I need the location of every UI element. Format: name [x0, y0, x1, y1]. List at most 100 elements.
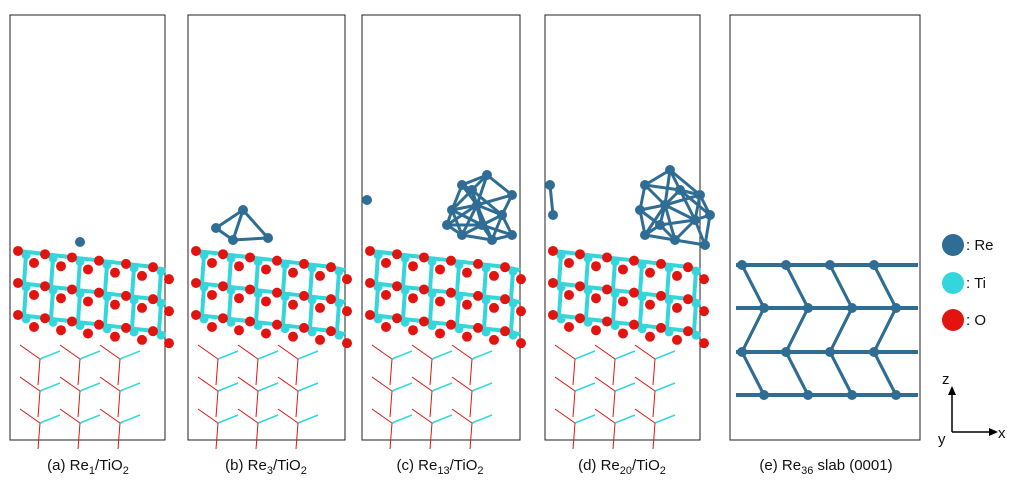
bond — [874, 352, 896, 395]
bond — [613, 391, 615, 417]
atom — [489, 271, 499, 281]
bond — [653, 391, 655, 417]
bond — [573, 423, 575, 449]
atom — [207, 258, 217, 268]
bond — [100, 409, 120, 423]
bond — [256, 391, 258, 417]
caption-subscript: 2 — [301, 465, 307, 477]
atom — [618, 264, 628, 274]
bond — [830, 352, 852, 395]
atom — [847, 390, 857, 400]
atom — [497, 210, 507, 220]
atom — [548, 210, 558, 220]
bond — [742, 308, 764, 352]
atom — [245, 284, 255, 294]
atom — [442, 220, 452, 230]
bond — [575, 383, 595, 391]
bond — [595, 409, 615, 423]
bond — [555, 345, 575, 359]
bond — [615, 383, 635, 391]
atom — [629, 320, 639, 330]
atom — [211, 223, 221, 233]
atom — [121, 323, 131, 333]
atom — [83, 328, 93, 338]
legend-o-ball — [942, 309, 964, 331]
bond — [278, 409, 298, 423]
atom — [575, 313, 585, 323]
atom — [326, 326, 336, 336]
bond — [118, 391, 120, 417]
atom — [13, 246, 23, 256]
bond — [472, 415, 492, 423]
bond — [555, 409, 575, 423]
bond — [20, 377, 40, 391]
bond — [38, 423, 40, 449]
atom — [690, 215, 700, 225]
atom — [489, 303, 499, 313]
legend-ti-ball — [942, 272, 964, 294]
legend-re-ball — [942, 234, 964, 256]
atom — [392, 313, 402, 323]
bond — [256, 359, 258, 385]
atom — [56, 261, 66, 271]
atom — [164, 274, 174, 284]
bond — [635, 409, 655, 423]
atom — [56, 293, 66, 303]
caption-text: slab (0001) — [813, 457, 892, 474]
atom — [272, 288, 282, 298]
atom — [629, 256, 639, 266]
bond — [430, 391, 432, 417]
atom — [803, 303, 813, 313]
atom — [847, 303, 857, 313]
atom — [482, 170, 492, 180]
bond — [573, 359, 575, 385]
atom — [672, 271, 682, 281]
bond — [258, 351, 278, 359]
bond — [20, 345, 40, 359]
atom — [435, 296, 445, 306]
atom — [462, 300, 472, 310]
atom — [656, 323, 666, 333]
bond — [258, 383, 278, 391]
bond — [100, 345, 120, 359]
atom — [392, 281, 402, 291]
atom — [635, 205, 645, 215]
caption: (a) Re1/TiO2 — [47, 457, 129, 477]
atom — [759, 303, 769, 313]
atom — [110, 332, 120, 342]
atom — [675, 185, 685, 195]
atom — [457, 180, 467, 190]
atom — [137, 271, 147, 281]
atom — [467, 185, 477, 195]
atom — [326, 262, 336, 272]
bond — [412, 345, 432, 359]
bond — [874, 308, 896, 352]
atom — [218, 281, 228, 291]
atom — [700, 240, 710, 250]
atom — [575, 249, 585, 259]
caption-subscript: 2 — [477, 465, 483, 477]
page: : Re : Ti : O z y x (a) Re1/TiO2(b) Re3/… — [0, 0, 1012, 483]
atom — [29, 322, 39, 332]
atom — [94, 288, 104, 298]
caption-text: (a) Re — [47, 457, 89, 474]
atom — [13, 278, 23, 288]
bond — [40, 383, 60, 391]
atom — [342, 306, 352, 316]
caption-subscript: 2 — [660, 465, 666, 477]
atom — [218, 313, 228, 323]
atom — [299, 291, 309, 301]
atom — [56, 325, 66, 335]
bond — [80, 415, 100, 423]
bond — [392, 383, 412, 391]
atom — [645, 300, 655, 310]
atom — [699, 338, 709, 348]
atom — [40, 313, 50, 323]
bond — [390, 391, 392, 417]
captions: (a) Re1/TiO2(b) Re3/TiO2(c) Re13/TiO2(d)… — [47, 457, 892, 477]
atom — [121, 259, 131, 269]
atom — [272, 256, 282, 266]
atom — [516, 306, 526, 316]
bond — [786, 308, 808, 352]
bond — [78, 391, 80, 417]
